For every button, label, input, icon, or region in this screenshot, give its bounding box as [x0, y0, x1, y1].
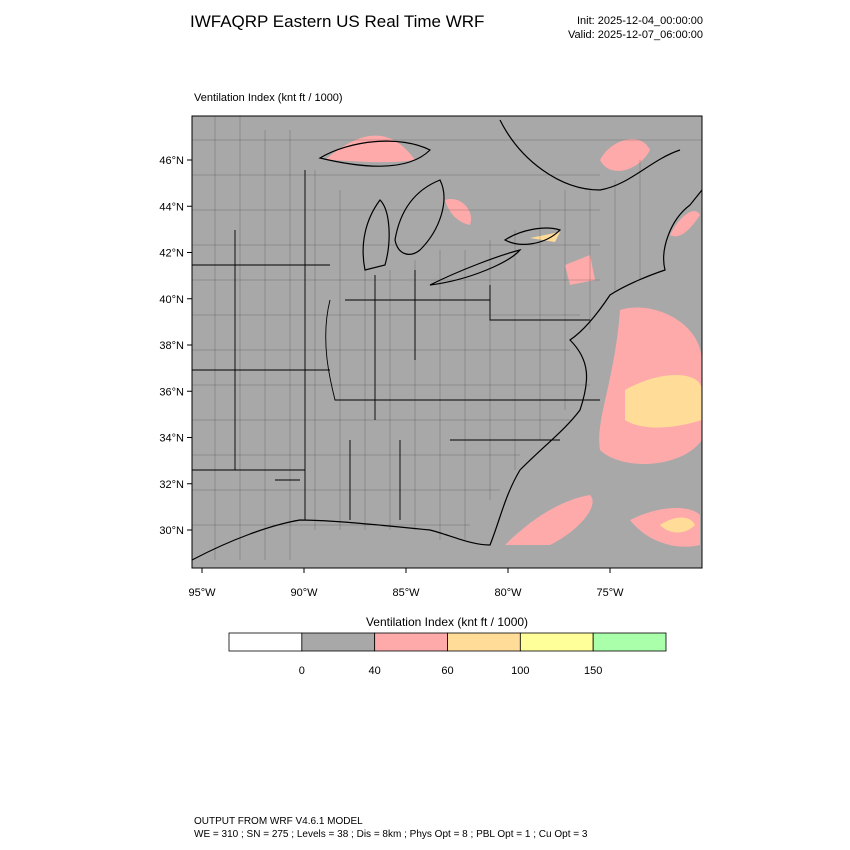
lat-label: 38°N — [159, 340, 184, 352]
colorbar-box — [447, 632, 521, 652]
colorbar-box — [519, 632, 594, 652]
map-frame — [191, 115, 703, 569]
footer-line: WE = 310 ; SN = 275 ; Levels = 38 ; Dis … — [194, 829, 588, 840]
valid-time: Valid: 2025-12-07_06:00:00 — [568, 29, 703, 41]
lon-label: 85°W — [392, 587, 420, 599]
colorbar-box — [592, 632, 667, 652]
lat-label: 42°N — [159, 248, 184, 260]
colorbar-box — [228, 632, 303, 652]
colorbar-label: 0 — [299, 665, 305, 677]
colorbar-label: 60 — [441, 665, 453, 677]
lon-axis: 95°W 90°W 85°W 80°W 75°W — [188, 568, 624, 599]
title: IWFAQRP Eastern US Real Time WRF — [190, 12, 484, 31]
lat-label: 30°N — [159, 525, 184, 537]
lon-label: 90°W — [290, 587, 318, 599]
colorbar: 0 40 60 100 150 — [228, 632, 667, 677]
colorbar-label: 150 — [584, 665, 602, 677]
lat-label: 36°N — [159, 386, 184, 398]
lat-label: 34°N — [159, 433, 184, 445]
colorbar-label: 40 — [369, 665, 381, 677]
lon-label: 75°W — [596, 587, 624, 599]
colorbar-box — [301, 632, 376, 652]
lat-axis: 46°N 44°N 42°N 40°N 38°N 36°N 34°N 32°N 30°N — [159, 155, 192, 537]
lon-label: 80°W — [494, 587, 522, 599]
map-label: Ventilation Index (knt ft / 1000) — [194, 92, 343, 104]
lat-label: 40°N — [159, 294, 184, 306]
map-area — [192, 116, 702, 568]
colorbar-label: 100 — [511, 665, 529, 677]
lat-label: 44°N — [159, 201, 184, 213]
lat-label: 32°N — [159, 479, 184, 491]
footer-line: OUTPUT FROM WRF V4.6.1 MODEL — [194, 816, 363, 827]
lon-label: 95°W — [188, 587, 216, 599]
colorbar-box — [374, 632, 448, 652]
colorbar-title: Ventilation Index (knt ft / 1000) — [366, 615, 528, 629]
lat-label: 46°N — [159, 155, 184, 167]
init-time: Init: 2025-12-04_00:00:00 — [577, 15, 703, 27]
